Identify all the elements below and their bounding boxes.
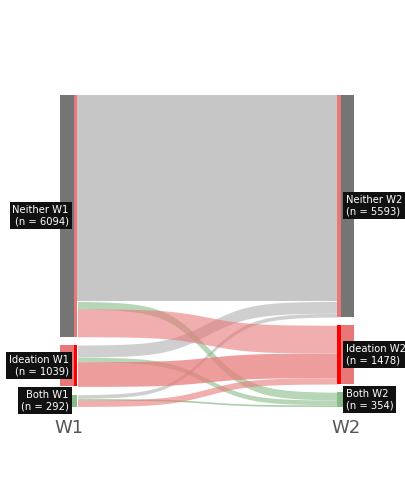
Bar [60,94,77,336]
Bar [73,395,77,406]
Bar [336,392,354,406]
Bar [336,326,340,384]
Bar [73,94,77,336]
Text: W1: W1 [54,420,83,438]
Text: Ideation W1
(n = 1039): Ideation W1 (n = 1039) [9,355,69,376]
Bar [336,392,340,406]
Bar [336,94,354,317]
Text: Neither W1
(n = 6094): Neither W1 (n = 6094) [13,205,69,227]
Text: Both W2
(n = 354): Both W2 (n = 354) [345,388,392,410]
Text: Both W1
(n = 292): Both W1 (n = 292) [21,390,69,411]
Bar [336,326,354,384]
Bar [336,94,340,317]
Text: Neither W2
(n = 5593): Neither W2 (n = 5593) [345,195,401,216]
Text: W2: W2 [330,420,360,438]
Text: Ideation W2
(n = 1478): Ideation W2 (n = 1478) [345,344,405,366]
Bar [60,345,77,387]
Bar [73,345,77,387]
Bar [60,395,77,406]
